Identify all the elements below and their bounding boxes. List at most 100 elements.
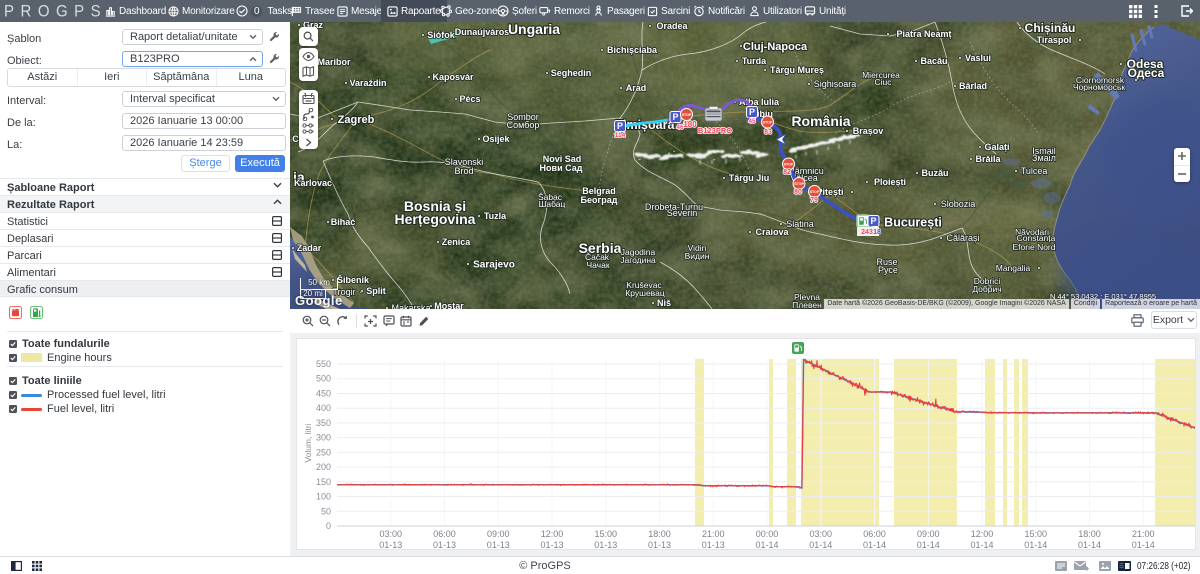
svg-text:Cluj-Napoca: Cluj-Napoca: [743, 41, 808, 53]
svg-text:01-14: 01-14: [1078, 540, 1101, 549]
svg-text:Karlovac: Karlovac: [294, 178, 332, 188]
svg-text:Turda: Turda: [742, 56, 767, 66]
svg-text:06:00: 06:00: [433, 529, 456, 539]
svg-text:Bichișciaba: Bichișciaba: [607, 45, 658, 55]
svg-text:Alba Iulia: Alba Iulia: [739, 97, 780, 107]
svg-text:Dobrici: Dobrici: [974, 276, 1001, 286]
svg-text:Maribor: Maribor: [317, 57, 351, 67]
svg-text:01-13: 01-13: [702, 540, 725, 549]
svg-text:Constanța: Constanța: [1017, 233, 1056, 243]
svg-text:Нови Сад: Нови Сад: [540, 163, 583, 173]
svg-text:Zagreb: Zagreb: [338, 114, 375, 126]
svg-text:Tulcea: Tulcea: [1021, 166, 1048, 176]
svg-text:Varaždin: Varaždin: [349, 78, 386, 88]
svg-text:Tuzla: Tuzla: [484, 211, 507, 221]
svg-text:Vidin: Vidin: [688, 243, 707, 253]
svg-text:România: România: [791, 113, 850, 129]
svg-text:Dunaújváros: Dunaújváros: [455, 27, 510, 37]
svg-text:79: 79: [810, 197, 818, 204]
svg-text:Vaslui: Vaslui: [965, 53, 991, 63]
svg-text:Kaposvár: Kaposvár: [432, 72, 474, 82]
svg-text:Split: Split: [366, 286, 386, 296]
svg-text:45: 45: [748, 118, 756, 125]
svg-text:Râmnicu: Râmnicu: [788, 166, 824, 176]
svg-text:250: 250: [316, 447, 331, 457]
svg-text:01-13: 01-13: [540, 540, 563, 549]
svg-text:450: 450: [316, 389, 331, 399]
svg-text:Niš: Niš: [657, 298, 671, 308]
svg-text:Oradea: Oradea: [656, 22, 688, 31]
svg-text:Zadar: Zadar: [297, 243, 322, 253]
svg-text:18:00: 18:00: [648, 529, 671, 539]
svg-text:Šibenik: Šibenik: [337, 274, 370, 285]
svg-text:Одеса: Одеса: [1128, 66, 1165, 80]
svg-text:Odesa: Odesa: [1127, 57, 1164, 71]
svg-text:01-14: 01-14: [970, 540, 993, 549]
svg-text:01-14: 01-14: [1132, 540, 1155, 549]
svg-text:STOP: STOP: [794, 182, 804, 186]
svg-text:Brăila: Brăila: [975, 154, 1001, 164]
svg-text:Русе: Русе: [878, 265, 898, 275]
svg-text:Graz: Graz: [303, 22, 324, 30]
svg-text:STOP: STOP: [682, 113, 692, 117]
svg-text:0: 0: [326, 521, 331, 531]
svg-text:15:00: 15:00: [595, 529, 618, 539]
svg-text:09:00: 09:00: [487, 529, 510, 539]
svg-text:01-13: 01-13: [433, 540, 456, 549]
svg-text:Drobeta-Turnu: Drobeta-Turnu: [645, 202, 703, 212]
svg-text:Ungaria: Ungaria: [508, 22, 560, 37]
svg-text:50: 50: [321, 506, 331, 516]
svg-text:Sombor: Sombor: [507, 112, 539, 122]
svg-text:B123PRO: B123PRO: [698, 126, 732, 135]
svg-text:Buzău: Buzău: [922, 168, 949, 178]
svg-text:01-14: 01-14: [1024, 540, 1047, 549]
svg-text:Sarajevo: Sarajevo: [473, 260, 515, 271]
svg-text:Mostar: Mostar: [434, 301, 464, 309]
svg-text:12:00: 12:00: [971, 529, 994, 539]
svg-text:Herțegovina: Herțegovina: [395, 211, 476, 227]
svg-text:Brod: Brod: [454, 166, 473, 176]
svg-text:STOP: STOP: [784, 163, 794, 167]
svg-text:P: P: [870, 216, 876, 226]
svg-text:Ploiești: Ploiești: [874, 177, 906, 187]
svg-text:Pécs: Pécs: [459, 94, 480, 104]
svg-text:Miercurea: Miercurea: [862, 70, 900, 80]
svg-text:Năvodari: Năvodari: [1015, 227, 1049, 237]
svg-text:Крушевац: Крушевац: [625, 288, 665, 298]
svg-text:Volum, litri: Volum, litri: [303, 423, 313, 462]
svg-text:Zenica: Zenica: [442, 237, 472, 247]
svg-text:Kruševac: Kruševac: [626, 280, 662, 290]
svg-text:09:00: 09:00: [917, 529, 940, 539]
svg-text:Chișinău: Chișinău: [1025, 22, 1076, 35]
svg-text:Ruse: Ruse: [876, 257, 897, 267]
svg-text:12:00: 12:00: [541, 529, 564, 539]
svg-text:Călărași: Călărași: [946, 233, 979, 243]
svg-text:Slobozia: Slobozia: [941, 199, 976, 209]
svg-text:Osijek: Osijek: [482, 134, 510, 144]
svg-text:Sibiu: Sibiu: [751, 109, 773, 119]
svg-text:Чорноморськ: Чорноморськ: [1073, 82, 1126, 92]
svg-text:01-13: 01-13: [648, 540, 671, 549]
svg-text:Plevna: Plevna: [794, 292, 820, 302]
svg-text:Šabac: Šabac: [538, 192, 563, 202]
svg-text:01-13: 01-13: [379, 540, 402, 549]
svg-text:P: P: [749, 107, 755, 117]
svg-text:Belgrad: Belgrad: [582, 186, 616, 196]
svg-text:Severin: Severin: [667, 208, 698, 218]
svg-text:Arad: Arad: [626, 83, 647, 93]
svg-text:00:00: 00:00: [756, 529, 779, 539]
svg-text:P: P: [617, 121, 623, 131]
svg-text:01-13: 01-13: [487, 540, 510, 549]
svg-text:18:00: 18:00: [1078, 529, 1101, 539]
svg-text:200: 200: [316, 462, 331, 472]
svg-text:46: 46: [676, 124, 684, 131]
svg-text:Добрич: Добрич: [972, 284, 1001, 294]
svg-text:80: 80: [794, 189, 802, 196]
svg-text:82: 82: [783, 169, 791, 176]
svg-text:Galați: Galați: [984, 142, 1009, 152]
svg-text:03:00: 03:00: [810, 529, 833, 539]
svg-text:Pitești: Pitești: [816, 187, 843, 197]
svg-text:350: 350: [316, 418, 331, 428]
svg-text:Târgu Jiu: Târgu Jiu: [729, 173, 770, 183]
svg-text:150: 150: [316, 477, 331, 487]
